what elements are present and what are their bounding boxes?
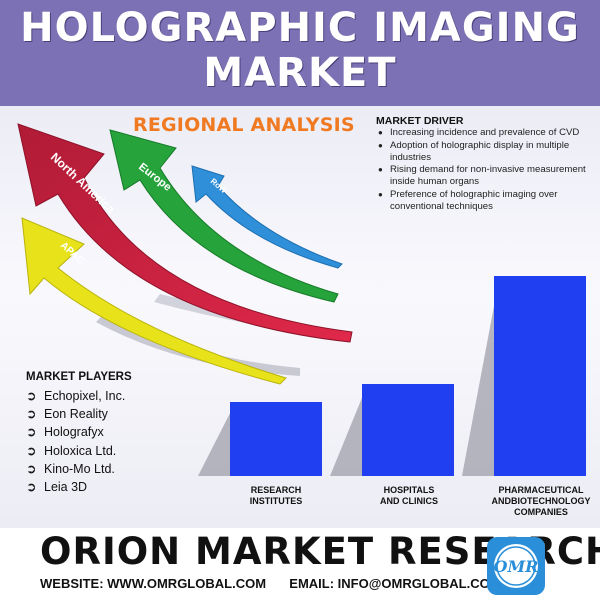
category-label: HOSPITALS AND CLINICS: [380, 485, 438, 506]
arrow-bullet-icon: ➲: [26, 425, 37, 440]
player-item: ➲ Holografyx: [26, 423, 125, 441]
bar: [230, 402, 322, 476]
email-text: EMAIL: INFO@OMRGLOBAL.COM: [289, 576, 501, 591]
player-name: Echopixel, Inc.: [44, 389, 126, 403]
market-driver-title: MARKET DRIVER: [376, 115, 464, 127]
driver-item: Preference of holographic imaging over c…: [376, 189, 590, 213]
arrow-bullet-icon: ➲: [26, 480, 37, 495]
page-title-line2: MARKET: [203, 50, 397, 96]
player-name: Kino-Mo Ltd.: [44, 461, 115, 476]
category-label: PHARMACEUTICAL ANDBIOTECHNOLOGY COMPANIES: [491, 485, 591, 517]
arrow-bullet-icon: ➲: [26, 407, 37, 422]
logo-text: OMR: [494, 557, 539, 576]
header-banner: HOLOGRAPHIC IMAGING MARKET: [0, 0, 600, 106]
market-driver-list: Increasing incidence and prevalence of C…: [376, 127, 590, 214]
page-title-line1: HOLOGRAPHIC IMAGING: [20, 5, 580, 51]
arrow-bullet-icon: ➲: [26, 389, 37, 403]
driver-item: Rising demand for non-invasive measureme…: [376, 164, 590, 188]
regional-analysis-title: REGIONAL ANALYSIS: [133, 114, 355, 136]
player-item: ➲ Holoxica Ltd.: [26, 442, 125, 460]
contact-line: WEBSITE: WWW.OMRGLOBAL.COM EMAIL: INFO@O…: [40, 576, 501, 591]
arrow-bullet-icon: ➲: [26, 443, 37, 458]
market-players-list: ➲ Echopixel, Inc. ➲ Eon Reality ➲ Holografy…: [26, 387, 125, 496]
player-item: ➲ Kino-Mo Ltd.: [26, 460, 125, 478]
segment-bars: [198, 276, 586, 476]
bar-shadow: [198, 413, 230, 476]
bar-shadow: [330, 397, 362, 476]
europe-arrow: [109, 129, 339, 303]
bar: [494, 276, 586, 476]
player-name: Eon Reality: [44, 407, 108, 422]
website-text: WEBSITE: WWW.OMRGLOBAL.COM: [40, 576, 267, 591]
driver-item: Increasing incidence and prevalence of C…: [376, 127, 590, 139]
player-name: Holografyx: [44, 425, 104, 440]
market-players-title: MARKET PLAYERS: [26, 371, 132, 383]
player-item: ➲ Echopixel, Inc.: [26, 387, 125, 405]
omr-logo: OMR: [487, 537, 545, 595]
player-name: Holoxica Ltd.: [44, 443, 117, 458]
arrow-bullet-icon: ➲: [26, 461, 37, 476]
apac-arrow: [21, 217, 287, 385]
category-label: RESEARCH INSTITUTES: [249, 485, 303, 506]
player-item: ➲ Eon Reality: [26, 405, 125, 423]
player-item: ➲ Leia 3D: [26, 478, 125, 496]
player-name: Leia 3D: [44, 480, 88, 495]
driver-item: Adoption of holographic display in multi…: [376, 140, 590, 164]
bar: [362, 384, 454, 476]
north-america-arrow: [17, 123, 353, 343]
regional-arrows: North America Europe RoW APAC: [17, 123, 353, 385]
bar-shadow: [462, 306, 494, 476]
row-arrow: [191, 165, 343, 269]
